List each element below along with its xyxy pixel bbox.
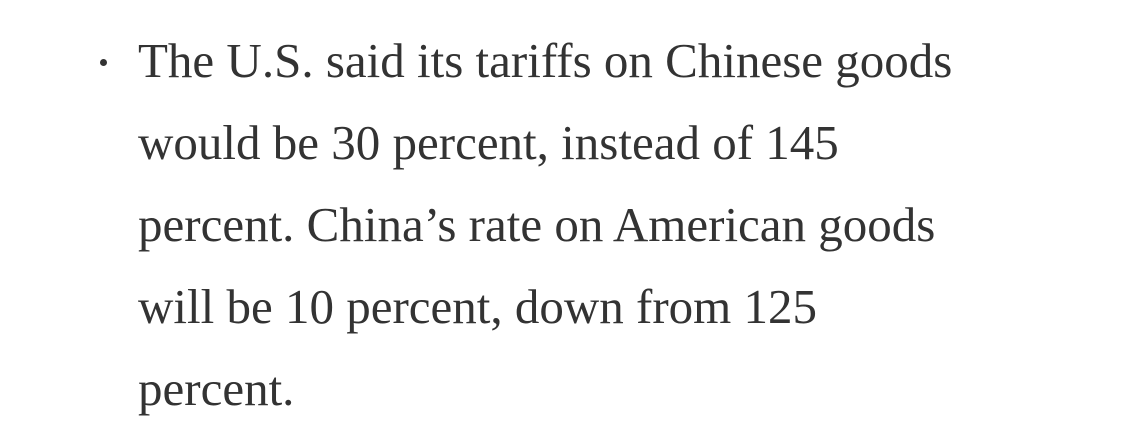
bullet-text: The U.S. said its tariffs on Chinese goo… — [138, 20, 952, 430]
text-line: The U.S. said its tariffs on Chinese goo… — [138, 33, 953, 88]
text-line: would be 30 percent, instead of 145 — [138, 115, 839, 170]
bullet-dot — [100, 59, 107, 66]
text-line: percent. — [138, 361, 295, 416]
text-line: percent. China’s rate on American goods — [138, 197, 936, 252]
page: The U.S. said its tariffs on Chinese goo… — [100, 33, 952, 416]
text-line: will be 10 percent, down from 125 — [138, 279, 818, 334]
